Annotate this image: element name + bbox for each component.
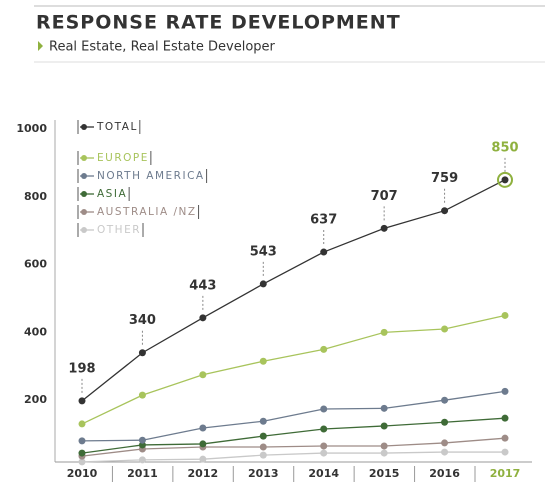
data-point [380, 442, 388, 450]
data-point [199, 455, 207, 463]
data-point [138, 436, 146, 444]
series-line [81, 314, 506, 425]
data-point [380, 224, 388, 232]
series-line [81, 390, 506, 442]
data-point [78, 420, 86, 428]
y-tick-label: 200 [24, 393, 47, 406]
data-point [259, 451, 267, 459]
data-point [138, 349, 146, 357]
y-tick-label: 800 [24, 190, 47, 203]
data-point [320, 442, 328, 450]
legend-label: EUROPE [97, 152, 149, 164]
legend-label: TOTAL [96, 121, 138, 133]
data-point [501, 434, 509, 442]
data-point [320, 425, 328, 433]
data-point [501, 387, 509, 395]
data-label: 198 [68, 361, 95, 376]
legend-swatch [81, 209, 87, 215]
data-label: 443 [189, 278, 216, 293]
data-label: 850 [491, 140, 518, 155]
data-point [501, 311, 509, 319]
data-point [259, 432, 267, 440]
x-tick-label: 2017 [490, 467, 521, 480]
data-point [380, 449, 388, 457]
data-label: 340 [129, 313, 156, 328]
data-point [78, 458, 86, 466]
series-line [81, 417, 506, 454]
series-line [81, 437, 506, 457]
data-point [441, 448, 449, 456]
data-point [380, 422, 388, 430]
data-point [441, 439, 449, 447]
data-point [259, 280, 267, 288]
data-point [259, 357, 267, 365]
legend-label: ASIA [97, 188, 127, 200]
chart-title: RESPONSE RATE DEVELOPMENT [36, 12, 401, 34]
subtitle-marker [38, 41, 43, 51]
data-point [138, 391, 146, 399]
data-point [259, 443, 267, 451]
y-tick-label: 600 [24, 258, 47, 271]
data-point [441, 418, 449, 426]
data-point [501, 176, 509, 184]
legend-swatch [81, 155, 87, 161]
x-tick-label: 2015 [369, 467, 400, 480]
highlight-ring [497, 171, 513, 188]
chart-subtitle: Real Estate, Real Estate Developer [49, 40, 276, 55]
x-tick-label: 2016 [429, 467, 460, 480]
data-point [199, 371, 207, 379]
series-line [81, 451, 505, 463]
data-point [78, 449, 86, 457]
x-tick-label: 2011 [127, 467, 158, 480]
y-tick-label: 400 [24, 325, 47, 338]
data-point [199, 440, 207, 448]
data-point [199, 424, 207, 432]
legend-swatch [81, 227, 87, 233]
legend-swatch [81, 124, 87, 130]
data-point [138, 456, 146, 464]
legend-label: AUSTRALIA /NZ [97, 206, 197, 218]
x-tick-label: 2010 [67, 467, 98, 480]
series-line [81, 179, 506, 402]
data-point [199, 314, 207, 322]
data-label: 759 [431, 171, 458, 186]
data-point [320, 405, 328, 413]
data-point [320, 449, 328, 457]
data-point [259, 417, 267, 425]
legend-swatch [81, 173, 87, 179]
data-point [320, 248, 328, 256]
data-point [501, 414, 509, 422]
y-tick-label: 1000 [16, 122, 47, 135]
data-point [501, 448, 509, 456]
x-tick-label: 2014 [308, 467, 339, 480]
data-label: 707 [371, 189, 398, 204]
data-point [380, 404, 388, 412]
data-label: 637 [310, 213, 337, 228]
data-point [441, 207, 449, 215]
data-label: 543 [250, 244, 277, 259]
data-point [78, 437, 86, 445]
legend-label: NORTH AMERICA [97, 170, 205, 182]
legend-label: OTHER [97, 224, 141, 236]
legend-swatch [81, 191, 87, 197]
data-point [380, 328, 388, 336]
data-point [441, 325, 449, 333]
x-tick-label: 2012 [188, 467, 219, 480]
data-point [78, 397, 86, 405]
data-point [441, 396, 449, 404]
x-tick-label: 2013 [248, 467, 279, 480]
data-point [320, 345, 328, 353]
